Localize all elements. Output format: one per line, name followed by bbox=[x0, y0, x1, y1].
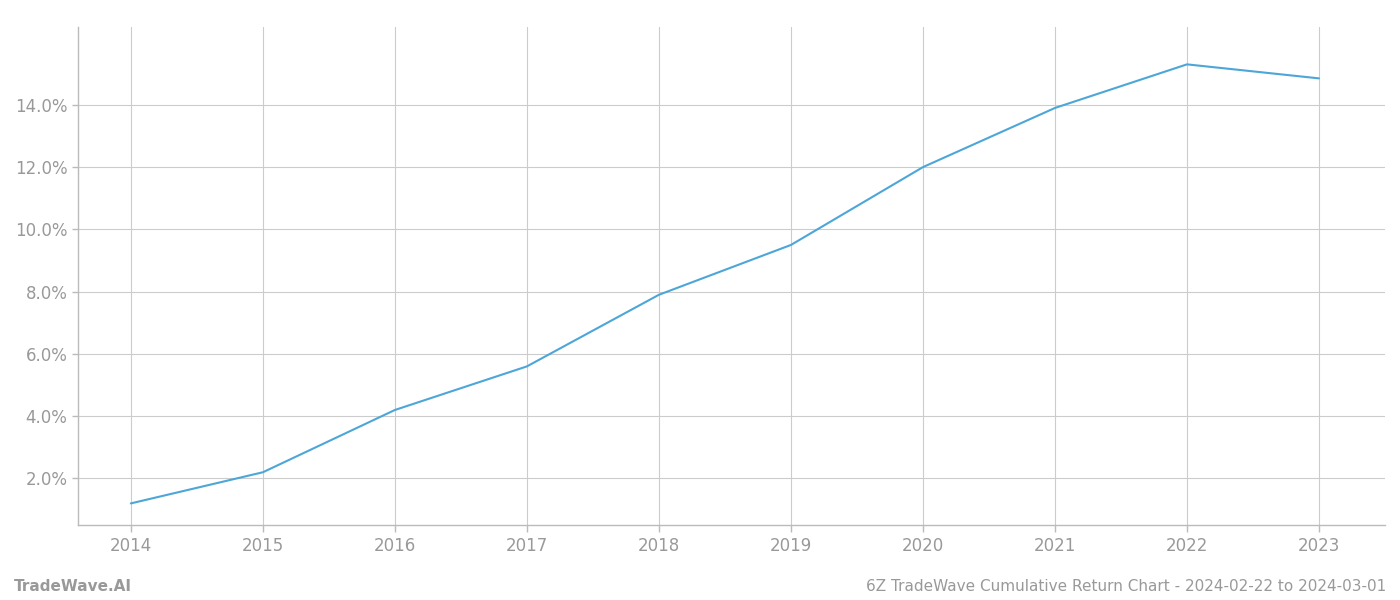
Text: TradeWave.AI: TradeWave.AI bbox=[14, 579, 132, 594]
Text: 6Z TradeWave Cumulative Return Chart - 2024-02-22 to 2024-03-01: 6Z TradeWave Cumulative Return Chart - 2… bbox=[865, 579, 1386, 594]
